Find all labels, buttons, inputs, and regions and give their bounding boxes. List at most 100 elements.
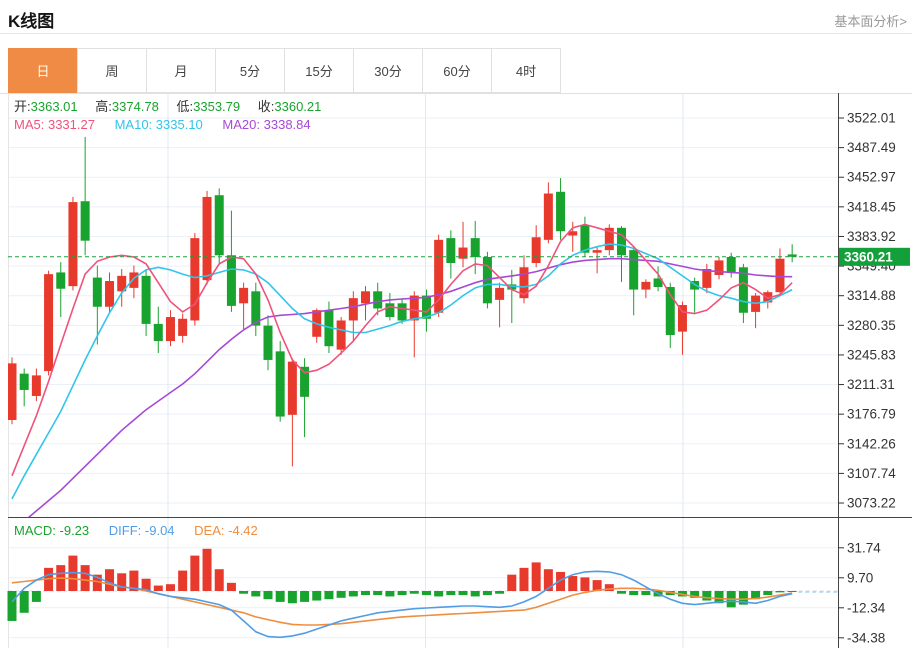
candle-body (604, 227, 614, 251)
ma20-legend: MA20: 3338.84 (222, 117, 311, 132)
macd-bar (251, 591, 261, 597)
tab-15min[interactable]: 15分 (284, 48, 354, 93)
macd-bar (31, 591, 41, 602)
candle-body (361, 291, 371, 304)
candle-body (141, 275, 151, 324)
candle-body (153, 323, 163, 342)
open-label: 开: (14, 99, 31, 114)
macd-bar (556, 571, 566, 591)
fundamental-analysis-link[interactable]: 基本面分析> (834, 14, 907, 29)
tab-60min[interactable]: 60分 (422, 48, 492, 93)
axis-tick-label: 3211.31 (847, 377, 895, 392)
tab-week[interactable]: 周 (77, 48, 147, 93)
kline-chart[interactable]: 3522.01 3487.49 3452.97 3418.45 3383.92 3349.… (0, 93, 912, 648)
candle-body (117, 275, 127, 292)
candle-body (446, 238, 456, 263)
macd-bar (385, 591, 395, 597)
axis-tick-label: 9.70 (847, 570, 873, 585)
axis-tick-label: -34.38 (847, 630, 885, 645)
macd-bar (434, 591, 444, 597)
macd-bar (129, 570, 139, 591)
candle-body (56, 272, 66, 289)
candle-body (568, 231, 578, 236)
candle-body (409, 295, 419, 321)
candle-body (641, 281, 651, 290)
macd-bar (165, 584, 175, 591)
tab-30min[interactable]: 30分 (353, 48, 423, 93)
ma5-line (11, 223, 793, 477)
macd-bar (117, 573, 127, 591)
ma20-line (27, 257, 793, 517)
macd-bar (787, 591, 797, 592)
macd-bar (324, 591, 334, 600)
axis-tick-label: 3142.26 (847, 436, 896, 451)
candle-body (702, 268, 712, 288)
macd-bar (495, 591, 505, 594)
candle-body (482, 256, 492, 304)
candle-body (239, 287, 249, 304)
candle-body (397, 303, 407, 321)
candle-body (202, 196, 212, 281)
tab-month[interactable]: 月 (146, 48, 216, 93)
candle-body (495, 287, 505, 300)
candles-group (8, 136, 797, 467)
ma5-legend: MA5: 3331.27 (14, 117, 95, 132)
tab-5min[interactable]: 5分 (215, 48, 285, 93)
candle-body (68, 202, 78, 287)
tab-4hour[interactable]: 4时 (491, 48, 561, 93)
candle-body (31, 375, 41, 396)
candle-body (80, 201, 90, 241)
candle-body (324, 310, 334, 347)
tab-day[interactable]: 日 (8, 48, 78, 93)
ma10-legend: MA10: 3335.10 (114, 117, 203, 132)
macd-bar (617, 591, 626, 594)
ohlc-header: 开:3363.01 高:3374.78 低:3353.79 收:3360.21 (14, 96, 335, 115)
candle-body (617, 227, 626, 256)
macd-bar (641, 591, 651, 596)
open-value: 3363.01 (30, 99, 78, 114)
diff-legend: DIFF: -9.04 (108, 523, 175, 538)
page-title: K线图 (8, 12, 55, 31)
kline-chart-svg: 3522.013487.493452.973418.453383.923349.… (7, 93, 912, 648)
period-tab-bar: 日 周 月 5分 15分 30分 60分 4时 (0, 48, 912, 94)
macd-bar (348, 591, 358, 597)
macd-bar (482, 591, 492, 596)
candle-body (470, 238, 480, 257)
macd-bar (446, 591, 456, 596)
candle-body (665, 287, 675, 336)
candle-body (373, 291, 383, 309)
macd-bar (592, 580, 602, 591)
macd-bar (629, 591, 639, 596)
dea-line (11, 577, 793, 626)
axis-tick-label: 3073.22 (847, 496, 896, 511)
title-divider (0, 33, 912, 34)
macd-bar (226, 582, 236, 591)
high-label: 高: (95, 99, 112, 114)
low-label: 低: (176, 99, 194, 114)
candle-body (507, 284, 517, 290)
macd-bar (543, 569, 553, 591)
macd-bar (92, 574, 102, 591)
candle-body (105, 281, 115, 307)
macd-bar (312, 591, 322, 601)
macd-bar (153, 585, 163, 591)
candle-body (580, 225, 590, 253)
candle-body (214, 195, 224, 256)
axis-tick-label: 3383.92 (847, 229, 896, 244)
close-value: 3360.21 (274, 99, 322, 114)
candle-body (519, 267, 529, 299)
candle-body (275, 351, 285, 417)
axis-tick-label: 3176.79 (847, 407, 896, 422)
candle-body (677, 305, 687, 332)
candle-body (787, 254, 797, 257)
candle-body (434, 239, 444, 313)
axis-tick-label: 3280.35 (847, 318, 896, 333)
macd-bar (105, 569, 115, 591)
candle-body (44, 274, 54, 372)
macd-bar (531, 562, 541, 591)
axis-tick-label: 3487.49 (847, 140, 896, 155)
macd-bar (763, 591, 773, 596)
macd-bar (275, 591, 285, 602)
candle-body (8, 363, 17, 420)
